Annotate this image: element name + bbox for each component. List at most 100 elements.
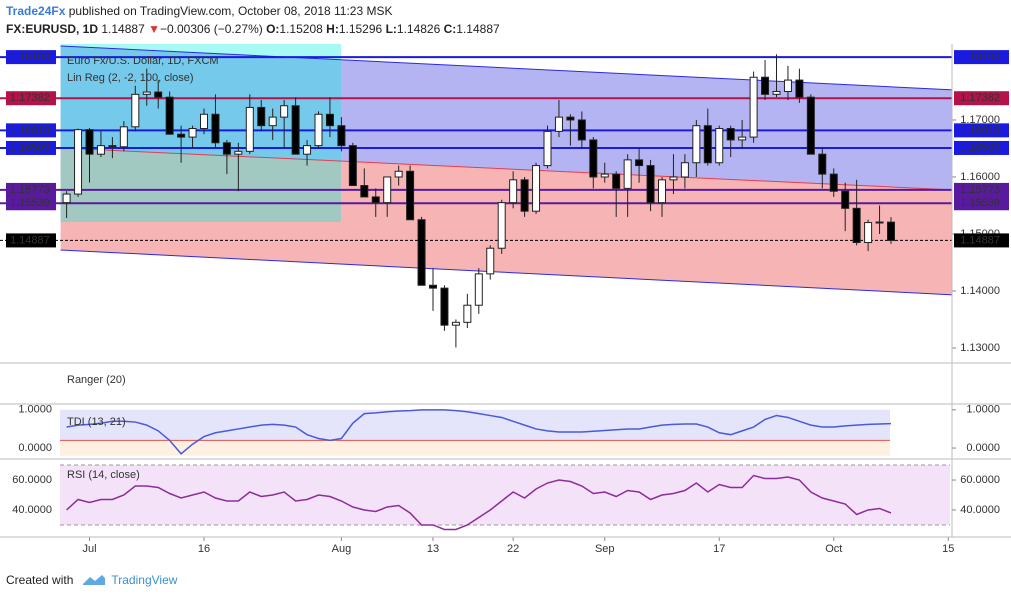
x-tick-label: Aug xyxy=(332,543,352,555)
candle-body xyxy=(749,76,758,138)
y-tick-label-left: 60.0000 xyxy=(12,474,52,486)
candle-body xyxy=(394,170,403,178)
candle-body xyxy=(474,273,483,306)
candle-body xyxy=(234,150,243,155)
y-tick-label: 1.17000 xyxy=(960,114,1000,126)
y-tick-label-left: 40.0000 xyxy=(12,504,52,516)
left-tag xyxy=(6,123,56,138)
candle-body xyxy=(726,128,735,141)
candle-body xyxy=(245,106,254,152)
candle-body xyxy=(841,190,850,209)
candle-body xyxy=(738,136,747,141)
candle-body xyxy=(291,105,300,155)
candle-body xyxy=(406,170,415,221)
candle-body xyxy=(658,179,666,204)
indicator-line xyxy=(66,474,892,531)
x-tick-label: 22 xyxy=(507,543,519,555)
ohlc-value: 1.14887 xyxy=(456,22,500,36)
chart: Euro Fx/U.S. Dollar, 1D, FXCM Lin Reg (2,… xyxy=(0,44,1011,555)
y-tick-label: 0.0000 xyxy=(966,442,1000,454)
ohlc-value: 1.15208 xyxy=(279,22,323,36)
arrow: ▼ xyxy=(148,22,160,36)
ohlc-label: O: xyxy=(266,22,280,36)
candle-body xyxy=(154,91,163,98)
candle-body xyxy=(222,142,231,155)
publish-line: Trade24Fx published on TradingView.com, … xyxy=(6,4,392,18)
created-with: Created with xyxy=(6,573,74,587)
candle-body xyxy=(383,176,392,204)
candle-body xyxy=(177,133,186,138)
candle-body xyxy=(486,247,495,275)
candle-body xyxy=(783,79,792,92)
left-tag xyxy=(6,91,56,106)
left-tag xyxy=(6,50,56,65)
candle-body xyxy=(852,207,861,244)
pane-title: RSI (14, close) xyxy=(67,469,140,481)
candle-body xyxy=(62,193,71,204)
logo xyxy=(83,575,106,585)
x-tick-label: Jul xyxy=(82,543,96,555)
candle-body xyxy=(818,153,827,175)
candle-body xyxy=(715,128,724,164)
y-tick-label: 1.16000 xyxy=(960,171,1000,183)
x-tick-label: 15 xyxy=(942,543,954,555)
candle-body xyxy=(257,106,266,127)
left-tag-label: 1.18103 xyxy=(10,51,50,63)
candle-body xyxy=(509,179,518,204)
band xyxy=(60,440,890,456)
band xyxy=(60,409,890,441)
left-tag-label: 1.17382 xyxy=(10,92,50,104)
indicator-line xyxy=(66,409,892,455)
candle-body xyxy=(303,145,312,155)
price-tag xyxy=(954,196,1009,211)
price-tag-label: 1.15539 xyxy=(960,197,1000,209)
candle-body xyxy=(74,129,83,195)
pane-title: Ranger (20) xyxy=(67,374,126,386)
price-tag-label: 1.15773 xyxy=(960,184,1000,196)
price-tag-label: 1.18103 xyxy=(960,51,1000,63)
y-tick-label-left: 0.0000 xyxy=(18,442,52,454)
y-tick-label: 60.0000 xyxy=(960,474,1000,486)
y-tick-label-left: 1.0000 xyxy=(18,404,52,416)
candle-body xyxy=(566,116,575,121)
legend: Euro Fx/U.S. Dollar, 1D, FXCM xyxy=(67,55,219,67)
candle-body xyxy=(96,145,105,155)
x-tick-label: 13 xyxy=(427,543,439,555)
lin-reg-upper xyxy=(60,45,956,91)
candle-body xyxy=(429,284,437,289)
left-tag-label: 1.15773 xyxy=(10,184,50,196)
candle-body xyxy=(623,159,632,189)
ohlc-label: C: xyxy=(443,22,457,36)
candle-body xyxy=(417,219,426,286)
candle-body xyxy=(635,159,644,167)
candle-body xyxy=(875,221,884,224)
price-tag xyxy=(954,233,1009,248)
left-tag-label: 1.14887 xyxy=(10,234,50,246)
candle-body xyxy=(577,119,586,141)
lin-reg-middle xyxy=(60,147,956,191)
published: published on TradingView.com, October 08… xyxy=(68,4,393,18)
candle-body xyxy=(761,76,770,95)
candle-body xyxy=(360,185,369,198)
quote-line: FX:EURUSD, 1D 1.14887 ▼−0.00306 (−0.27%)… xyxy=(6,22,500,36)
price: 1.14887 xyxy=(101,22,145,36)
ohlc-value: 1.15296 xyxy=(338,22,383,36)
channel-lower xyxy=(60,147,956,295)
candle-body xyxy=(280,105,289,118)
legend: Lin Reg (2, -2, 100, close) xyxy=(67,72,194,84)
x-tick-label: 17 xyxy=(713,543,725,555)
lin-reg-lower xyxy=(60,249,956,296)
publisher: Trade24Fx xyxy=(6,4,66,18)
ohlc-label: H: xyxy=(326,22,339,36)
candle-body xyxy=(142,91,151,95)
brand: TradingView xyxy=(111,573,178,587)
ohlc: O:1.15208 H:1.15296 L:1.14826 C:1.14887 xyxy=(266,22,500,36)
candle-body xyxy=(188,128,197,138)
candle-body xyxy=(451,321,460,326)
candle-body xyxy=(200,113,208,130)
candle-body xyxy=(497,202,506,249)
candle-body xyxy=(314,113,323,147)
candle-body xyxy=(554,116,563,132)
candle-body xyxy=(337,125,346,147)
